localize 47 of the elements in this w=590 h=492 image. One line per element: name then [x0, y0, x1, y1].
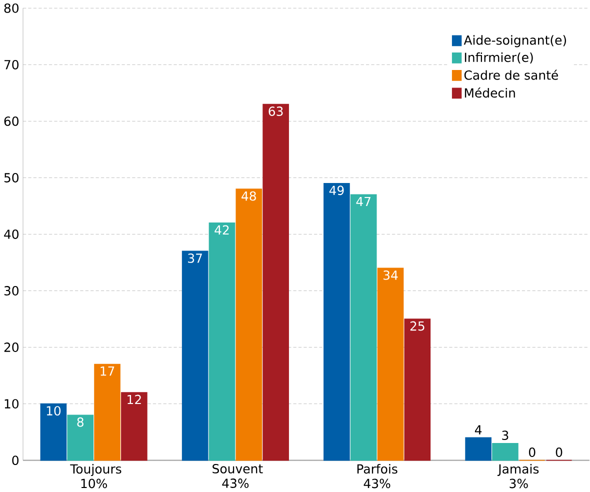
- bar: [465, 437, 492, 461]
- data-label: 3: [502, 430, 508, 440]
- y-tick-label: 40: [4, 230, 19, 240]
- bar: [350, 194, 377, 461]
- data-label: 25: [410, 321, 424, 331]
- y-tick-label: 0: [12, 456, 19, 466]
- legend-label: Médecin: [464, 88, 515, 98]
- y-tick-label: 80: [4, 4, 19, 14]
- data-label: 63: [268, 106, 283, 116]
- bar: [404, 318, 431, 461]
- data-label: 12: [128, 394, 141, 404]
- data-label: 10: [46, 406, 61, 416]
- bar: [94, 364, 120, 461]
- bar: [262, 104, 289, 461]
- y-tick-label: 50: [4, 173, 19, 183]
- bar: [236, 188, 262, 461]
- x-tick-label: Jamais 3%: [497, 464, 539, 488]
- data-label: 42: [214, 225, 229, 235]
- legend-label: Aide-soignant(e): [464, 35, 566, 48]
- bar: [492, 443, 518, 461]
- data-label: 4: [474, 425, 482, 435]
- x-tick-label: Parfois 43%: [357, 464, 398, 488]
- y-tick-label: 20: [4, 342, 19, 352]
- data-label: 0: [528, 448, 536, 458]
- bar: [208, 222, 236, 461]
- data-label: 49: [329, 186, 344, 196]
- bar: [182, 250, 208, 461]
- x-tick-label: Souvent 43%: [212, 464, 263, 488]
- bar: [377, 268, 404, 461]
- bar: [40, 404, 67, 461]
- legend-label: Infirmier(e): [464, 52, 533, 64]
- bar: [121, 392, 148, 461]
- y-tick-label: 10: [4, 399, 19, 409]
- bar: [324, 183, 350, 461]
- y-tick-label: 70: [4, 60, 19, 70]
- data-label: 34: [384, 270, 398, 280]
- y-tick-label: 60: [4, 116, 19, 126]
- data-label: 0: [556, 448, 562, 458]
- data-label: 37: [188, 254, 202, 264]
- legend-label: Cadre de santé: [464, 70, 558, 80]
- bar: [67, 414, 94, 461]
- data-label: 47: [356, 197, 370, 206]
- y-tick-label: 30: [4, 286, 19, 296]
- x-tick-label: Toujours 10%: [70, 464, 122, 488]
- data-label: 8: [77, 418, 84, 427]
- data-label: 48: [242, 191, 256, 201]
- data-label: 17: [100, 366, 114, 376]
